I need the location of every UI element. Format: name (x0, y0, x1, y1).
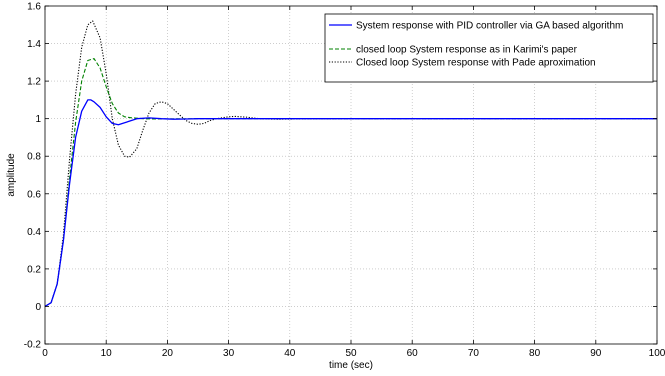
x-tick-label: 70 (468, 348, 480, 359)
y-tick-label: -0.2 (24, 340, 42, 351)
legend: System response with PID controller via … (324, 13, 654, 83)
y-tick-label: 0.8 (27, 152, 41, 163)
x-tick-label: 90 (590, 348, 602, 359)
y-axis-label: amplitude (6, 153, 17, 197)
x-tick-label: 60 (407, 348, 419, 359)
x-tick-label: 80 (529, 348, 541, 359)
x-tick-label: 0 (42, 348, 48, 359)
x-axis-label: time (sec) (329, 360, 373, 371)
y-tick-label: 1.6 (27, 2, 41, 13)
x-tick-label: 30 (223, 348, 235, 359)
x-tick-label: 50 (345, 348, 357, 359)
y-tick-label: 0.4 (27, 227, 41, 238)
ticks-layer: 0 10 20 30 40 50 60 70 80 90 100-0.200.20.40.60.81… (24, 2, 665, 360)
y-tick-label: 1 (35, 114, 41, 125)
y-tick-label: 1.4 (27, 39, 41, 50)
series-layer (44, 20, 657, 307)
legend-label: closed loop System response as in Karimi… (356, 45, 578, 56)
series-line (44, 99, 657, 307)
x-tick-label: 40 (284, 348, 296, 359)
legend-label: Closed loop System response with Pade ap… (356, 58, 596, 69)
x-tick-label: 20 (162, 348, 174, 359)
y-tick-label: 0.2 (27, 264, 41, 275)
y-tick-label: 0.6 (27, 189, 41, 200)
legend-box (324, 13, 654, 83)
y-tick-label: 1.2 (27, 77, 41, 88)
x-tick-label: 10 (101, 348, 113, 359)
x-tick-label: 100 (649, 348, 665, 359)
y-tick-label: 0 (35, 302, 41, 313)
legend-label: System response with PID controller via … (356, 21, 623, 32)
